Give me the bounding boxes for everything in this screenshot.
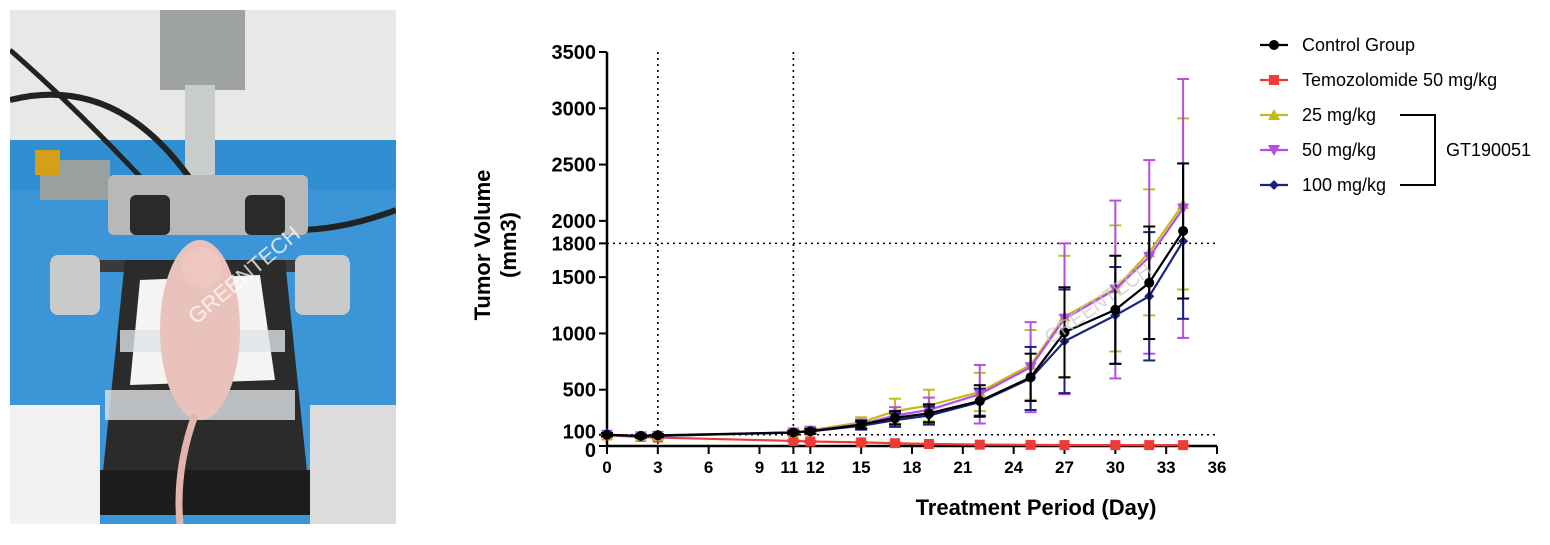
x-tick-label: 0: [602, 458, 611, 477]
y-tick-label: 1000: [552, 323, 597, 345]
data-point: [856, 419, 867, 430]
legend-label: 50 mg/kg: [1302, 140, 1376, 160]
x-tick-label: 21: [953, 458, 972, 477]
data-point: [1268, 145, 1280, 156]
legend-item: 50 mg/kg: [1260, 140, 1376, 160]
x-tick-label: 12: [806, 458, 825, 477]
data-point: [1144, 277, 1155, 288]
legend-bracket: [1400, 114, 1436, 186]
legend-label: 100 mg/kg: [1302, 175, 1386, 195]
y-tick-label: 1800: [552, 233, 597, 255]
y-tick-label: 2000: [552, 211, 597, 233]
series-layer: [601, 78, 1190, 451]
legend: Control Group Temozolomide 50 mg/kg 25 mg/…: [1260, 35, 1531, 195]
chart-watermark: GREENTECH: [1041, 259, 1156, 349]
y-tick-label: 100: [563, 422, 596, 444]
data-point: [602, 429, 612, 440]
y-tick-label: 3000: [552, 98, 597, 120]
data-point: [1269, 180, 1279, 190]
data-point: [890, 412, 901, 423]
axes: 0 3 6 9 11 12 15 18 21 24 27 30 33 360100500100015001…: [552, 42, 1227, 477]
data-point: [1059, 327, 1070, 338]
y-tick-label: 1500: [552, 267, 597, 289]
data-point: [1025, 439, 1036, 450]
x-tick-label: 3: [653, 458, 662, 477]
x-tick-label: 36: [1208, 458, 1227, 477]
legend-label: Temozolomide 50 mg/kg: [1302, 70, 1497, 90]
data-point: [1110, 304, 1121, 315]
x-tick-label: 30: [1106, 458, 1125, 477]
data-point: [1144, 440, 1155, 451]
x-tick-label: 27: [1055, 458, 1074, 477]
legend-item: 100 mg/kg: [1260, 175, 1386, 195]
y-tick-label: 3500: [552, 42, 597, 64]
data-point: [974, 439, 985, 450]
data-point: [923, 438, 934, 449]
data-point: [890, 438, 901, 449]
data-point: [788, 435, 799, 446]
data-point: [1059, 440, 1070, 451]
y-tick-label: 0: [585, 440, 596, 462]
y-tick-label: 2500: [552, 155, 597, 177]
y-tick-label: 500: [563, 380, 596, 402]
x-tick-label: 9: [755, 458, 764, 477]
legend-label: Control Group: [1302, 35, 1415, 55]
legend-item: Temozolomide 50 mg/kg: [1260, 70, 1497, 90]
data-point: [805, 426, 816, 437]
data-point: [1178, 440, 1189, 451]
x-tick-label: 11: [780, 458, 798, 477]
series-25-mg-kg: [601, 117, 1190, 442]
data-point: [856, 437, 867, 448]
legend-item: Control Group: [1260, 35, 1415, 55]
x-tick-label: 15: [852, 458, 871, 477]
data-point: [652, 430, 663, 441]
series-line: [606, 230, 1185, 437]
data-point: [635, 430, 646, 441]
y-axis-title-line1: Tumor Volume: [470, 170, 495, 321]
y-axis-title-line2: (mm3): [496, 212, 521, 278]
x-tick-label: 18: [903, 458, 922, 477]
x-tick-label: 24: [1004, 458, 1023, 477]
data-point: [1268, 109, 1280, 120]
tumor-volume-chart: 0 3 6 9 11 12 15 18 21 24 27 30 33 360100500100015001…: [470, 35, 1531, 520]
data-point: [974, 395, 985, 406]
data-point: [1110, 440, 1121, 451]
series-control-group: [601, 162, 1190, 441]
series-50-mg-kg: [601, 78, 1190, 443]
data-point: [788, 427, 799, 438]
series-line: [606, 434, 1184, 447]
data-point: [805, 436, 816, 447]
legend-bracket-label: GT190051: [1446, 140, 1531, 160]
data-point: [923, 408, 934, 419]
x-tick-label: 6: [704, 458, 713, 477]
x-tick-label: 33: [1157, 458, 1176, 477]
data-point: [1178, 225, 1189, 236]
legend-label: 25 mg/kg: [1302, 105, 1376, 125]
reference-lines: [607, 52, 1217, 446]
x-axis-title: Treatment Period (Day): [916, 495, 1157, 520]
mouse-experiment-photo: GREENTECH: [10, 10, 396, 524]
data-point: [1269, 40, 1279, 50]
data-point: [1269, 75, 1279, 85]
data-point: [1025, 372, 1036, 383]
legend-item: 25 mg/kg: [1260, 105, 1376, 125]
